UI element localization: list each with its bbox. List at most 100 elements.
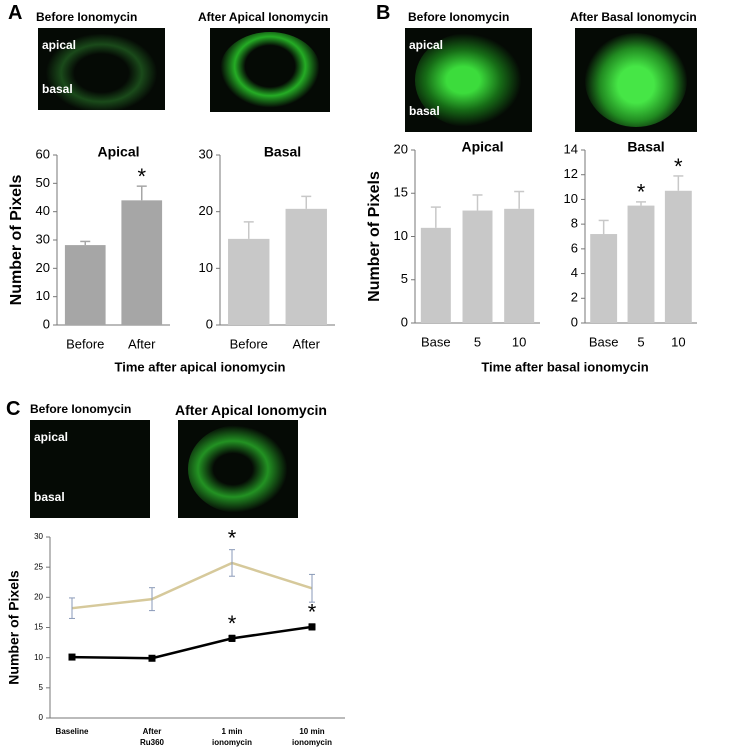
- fluorescence: [219, 32, 321, 108]
- significance-star: *: [228, 611, 237, 636]
- x-tick-label: After Ru360: [139, 727, 164, 747]
- x-axis-label: Time after apical ionomycin: [115, 359, 286, 374]
- y-tick-label: 30: [199, 146, 213, 161]
- y-tick-label: 10: [34, 653, 43, 662]
- image-caption: Before Ionomycin: [30, 402, 132, 416]
- x-tick-label: Before: [230, 336, 268, 351]
- bar: [504, 208, 535, 323]
- y-tick-label: 14: [564, 141, 578, 156]
- fluorescence: [415, 33, 522, 127]
- y-axis-label: Number of Pixels: [6, 570, 22, 685]
- region-label: basal: [42, 82, 73, 96]
- point: [308, 623, 316, 631]
- y-tick-label: 20: [36, 260, 50, 275]
- y-tick-label: 20: [34, 592, 43, 601]
- micrograph: [210, 28, 330, 112]
- x-tick-label: 5: [474, 334, 481, 349]
- y-tick-label: 15: [34, 623, 43, 632]
- fluorescence: [584, 33, 688, 127]
- significance-star: *: [137, 164, 146, 189]
- y-tick-label: 30: [36, 231, 50, 246]
- micrograph: [30, 420, 150, 518]
- x-tick-label: 5: [637, 334, 644, 349]
- y-tick-label: 0: [39, 713, 44, 722]
- significance-star: *: [674, 154, 683, 179]
- y-tick-label: 0: [206, 316, 213, 331]
- series-line: [71, 625, 313, 660]
- y-tick-label: 2: [571, 290, 578, 305]
- image-caption: After Apical Ionomycin: [198, 10, 329, 24]
- y-tick-label: 30: [34, 532, 43, 541]
- chart-title: Apical: [97, 144, 139, 160]
- y-axis-label: Number of Pixels: [8, 175, 25, 306]
- image-caption: Before Ionomycin: [408, 10, 510, 24]
- y-tick-label: 10: [199, 260, 213, 275]
- x-tick-label: Before: [66, 336, 104, 351]
- region-label: apical: [42, 38, 77, 52]
- x-tick-label: Base: [589, 334, 619, 349]
- point: [148, 654, 156, 662]
- significance-star: *: [637, 180, 646, 205]
- bar: [627, 205, 655, 323]
- y-tick-label: 8: [571, 216, 578, 231]
- x-tick-label: After: [293, 336, 321, 351]
- chart-title: Apical: [461, 139, 503, 155]
- micrograph: [405, 28, 532, 132]
- y-tick-label: 40: [36, 203, 50, 218]
- region-label: apical: [409, 38, 444, 52]
- bar: [285, 208, 327, 325]
- panel-label: A: [8, 2, 23, 24]
- panel-label: C: [6, 398, 21, 420]
- x-tick-label: 10: [671, 334, 685, 349]
- x-tick-label: 10: [512, 334, 526, 349]
- y-tick-label: 10: [564, 191, 578, 206]
- y-tick-label: 5: [401, 271, 408, 286]
- y-axis-label: Number of Pixels: [366, 171, 383, 302]
- y-tick-label: 20: [199, 203, 213, 218]
- region-label: basal: [34, 490, 65, 504]
- y-tick-label: 10: [394, 228, 408, 243]
- bar: [228, 238, 270, 325]
- x-axis-label: Time after basal ionomycin: [481, 359, 648, 374]
- y-tick-label: 4: [571, 265, 578, 280]
- micrograph: [575, 28, 697, 132]
- image-caption: After Apical Ionomycin: [175, 402, 327, 418]
- image-caption: Before Ionomycin: [36, 10, 138, 24]
- image-caption: After Basal Ionomycin: [570, 10, 697, 24]
- x-tick-label: Base: [421, 334, 451, 349]
- x-tick-label: 10 min ionomycin: [291, 727, 332, 747]
- y-tick-label: 0: [401, 314, 408, 329]
- micrograph: [178, 420, 298, 518]
- x-tick-label: 1 min ionomycin: [211, 727, 252, 747]
- chart-title: Basal: [264, 144, 301, 160]
- y-tick-label: 25: [34, 562, 43, 571]
- chart-title: Basal: [627, 139, 664, 155]
- bar: [64, 245, 106, 325]
- panel-label: B: [376, 2, 391, 24]
- y-tick-label: 20: [394, 141, 408, 156]
- y-tick-label: 0: [43, 316, 50, 331]
- micrograph: [38, 28, 165, 110]
- y-tick-label: 10: [36, 288, 50, 303]
- y-tick-label: 60: [36, 146, 50, 161]
- point: [68, 653, 76, 661]
- significance-star: *: [308, 600, 317, 625]
- bar: [121, 200, 163, 325]
- bar: [590, 234, 618, 323]
- y-tick-label: 50: [36, 175, 50, 190]
- fluorescence: [187, 424, 289, 514]
- bar: [664, 190, 692, 323]
- bar: [462, 210, 493, 323]
- y-tick-label: 12: [564, 166, 578, 181]
- bar: [420, 227, 451, 323]
- point: [228, 634, 236, 642]
- y-tick-label: 5: [39, 683, 44, 692]
- x-tick-label: After: [128, 336, 156, 351]
- y-tick-label: 15: [394, 185, 408, 200]
- y-tick-label: 0: [571, 314, 578, 329]
- series-line: [71, 561, 313, 610]
- y-tick-label: 6: [571, 240, 578, 255]
- region-label: basal: [409, 104, 440, 118]
